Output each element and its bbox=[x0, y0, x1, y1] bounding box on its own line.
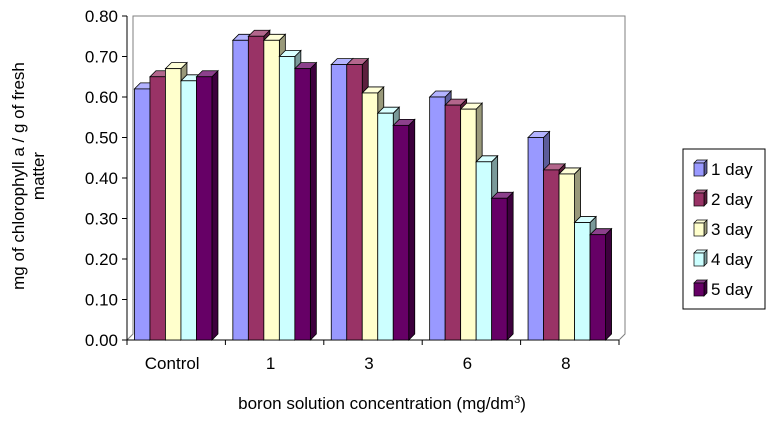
legend-label: 2 day bbox=[711, 190, 753, 209]
bar bbox=[589, 227, 613, 341]
plot-back-wall bbox=[126, 15, 626, 341]
y-tick-label: 0.10 bbox=[85, 291, 118, 310]
bar-front bbox=[346, 64, 363, 341]
y-tick-label: 0.30 bbox=[85, 210, 118, 229]
bar-side bbox=[309, 61, 317, 341]
legend-swatch bbox=[693, 252, 705, 267]
x-axis-title-end: ) bbox=[520, 394, 526, 413]
legend: 1 day 2 day 3 day 4 day 5 day bbox=[682, 148, 766, 310]
bar-front bbox=[196, 76, 213, 341]
x-axis-title-main: boron solution concentration (mg/dm bbox=[238, 394, 514, 413]
y-tick-label: 0.50 bbox=[85, 129, 118, 148]
bar bbox=[195, 69, 219, 341]
x-tick-label: 1 bbox=[266, 354, 275, 373]
y-tick-label: 0.80 bbox=[85, 7, 118, 26]
bar-front bbox=[377, 112, 394, 341]
bar-front bbox=[330, 64, 348, 341]
bar-front bbox=[134, 88, 151, 341]
bar-side bbox=[408, 118, 416, 341]
y-tick-label: 0.40 bbox=[85, 169, 118, 188]
bar-side bbox=[506, 191, 514, 341]
bar-front bbox=[444, 104, 462, 341]
bar-front bbox=[574, 222, 591, 341]
bar-front bbox=[589, 234, 606, 341]
bar-front bbox=[475, 161, 493, 341]
y-axis: 0.00 0.10 0.20 0.30 0.40 0.50 0.60 0.70 0.80 bbox=[85, 7, 127, 350]
legend-swatch bbox=[693, 282, 705, 297]
x-tick-label: Control bbox=[145, 354, 200, 373]
bar-front bbox=[247, 35, 265, 341]
bar-front bbox=[361, 92, 379, 341]
bar-front bbox=[232, 39, 249, 341]
legend-swatch bbox=[693, 162, 705, 177]
legend-item: 1 day bbox=[693, 159, 753, 179]
bar-side bbox=[605, 227, 612, 341]
bar-front bbox=[278, 56, 296, 341]
bar-front bbox=[165, 68, 182, 341]
bar-front bbox=[149, 76, 166, 341]
x-tick-label: 6 bbox=[463, 354, 472, 373]
y-tick-label: 0.70 bbox=[85, 48, 118, 67]
x-axis-title-superscript: 3 bbox=[514, 394, 520, 406]
bar-front bbox=[180, 80, 197, 341]
legend-label: 3 day bbox=[711, 220, 753, 239]
x-axis: Control 1 3 6 8 bbox=[126, 340, 620, 373]
x-tick-label: 8 bbox=[561, 354, 570, 373]
bar-front bbox=[392, 124, 410, 341]
bar-front bbox=[543, 169, 560, 341]
legend-label: 1 day bbox=[711, 160, 753, 179]
legend-item: 5 day bbox=[693, 279, 753, 299]
legend-label: 5 day bbox=[711, 280, 753, 299]
bar-side bbox=[211, 69, 219, 341]
x-axis-title: boron solution concentration (mg/dm3) bbox=[238, 394, 526, 413]
bar-front bbox=[491, 197, 508, 341]
bar-front bbox=[558, 173, 575, 341]
x-tick-label: 3 bbox=[364, 354, 373, 373]
bar-front bbox=[460, 108, 477, 341]
y-tick-label: 0.00 bbox=[85, 331, 118, 350]
y-axis-title-line1: mg of chlorophyll a / g of fresh bbox=[9, 62, 28, 290]
legend-item: 4 day bbox=[693, 249, 753, 269]
bars-group bbox=[133, 29, 613, 341]
bar bbox=[490, 191, 515, 341]
bar-front bbox=[263, 39, 280, 341]
bar bbox=[293, 61, 318, 341]
legend-label: 4 day bbox=[711, 250, 753, 269]
y-axis-title-line2: matter bbox=[29, 152, 48, 201]
legend-item: 3 day bbox=[693, 219, 753, 239]
legend-swatch bbox=[693, 192, 705, 207]
bar-front bbox=[429, 96, 446, 341]
legend-item: 2 day bbox=[693, 189, 753, 209]
bar bbox=[392, 118, 416, 341]
y-tick-label: 0.60 bbox=[85, 88, 118, 107]
bar-front bbox=[294, 68, 311, 341]
legend-swatch bbox=[693, 222, 705, 237]
bar-front bbox=[527, 137, 544, 341]
y-tick-label: 0.20 bbox=[85, 250, 118, 269]
